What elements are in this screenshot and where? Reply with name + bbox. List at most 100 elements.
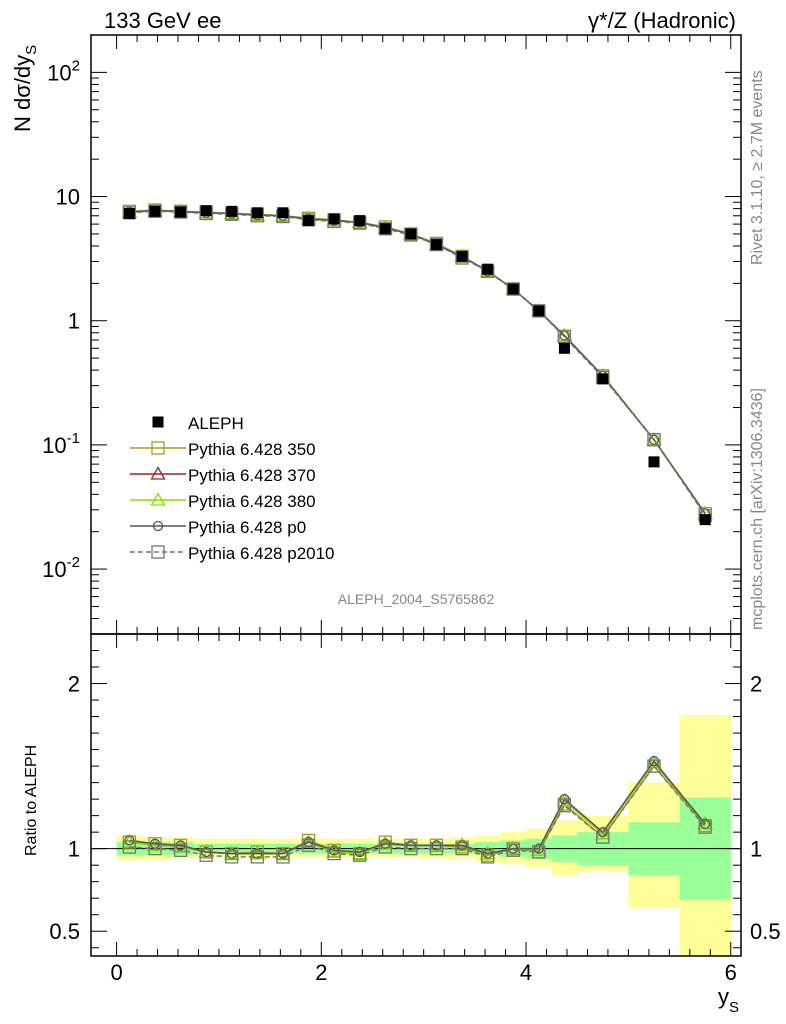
ratio-xlabel-sub: S — [729, 999, 739, 1016]
y-tick-base: 10 — [42, 433, 66, 458]
ratio-point-p0 — [354, 846, 365, 858]
ratio-point-p2010 — [250, 850, 264, 864]
main-data-point — [303, 215, 315, 227]
ratio-ylabel: Ratio to ALEPH — [23, 745, 40, 856]
ratio-point-p0 — [201, 846, 212, 858]
ratio-point-p2010 — [596, 830, 610, 844]
ratio-y-tick-label: 2 — [68, 672, 80, 697]
ratio-point-p380 — [595, 825, 611, 840]
ratio-point-p2010 — [148, 842, 162, 856]
ratio-y-tick-label-right: 0.5 — [750, 919, 781, 944]
mcplots-label: mcplots.cern.ch [arXiv:1306.3436] — [749, 388, 766, 630]
main-ylabel-text: N dσ/dy — [10, 55, 35, 132]
ratio-point-p0 — [277, 848, 289, 859]
main-ylabel: N dσ/dyS — [10, 45, 40, 132]
main-data-point — [456, 250, 468, 262]
ratio-point-p380 — [646, 754, 662, 769]
ratio-point-p2010 — [404, 842, 418, 856]
y-tick-label: 10-1 — [42, 430, 80, 458]
ratio-point-p0 — [456, 840, 468, 851]
ratio-xlabel-text: y — [718, 984, 729, 1009]
ratio-point-p0 — [482, 848, 493, 859]
y-tick-exponent: -1 — [67, 430, 80, 447]
main-data-point — [648, 456, 660, 468]
main-data-point — [123, 208, 135, 220]
ratio-point-p0 — [303, 836, 314, 848]
x-tick-label: 4 — [520, 960, 532, 985]
ratio-point-p2010 — [301, 838, 316, 853]
main-data-point — [430, 239, 442, 251]
ratio-point-p2010 — [506, 843, 520, 857]
ratio-point-p2010 — [455, 842, 469, 856]
ratio-point-p0 — [252, 848, 263, 859]
ratio-point-p2010 — [353, 848, 367, 862]
ratio-point-p0 — [648, 755, 660, 767]
ratio-point-p0 — [431, 840, 442, 851]
ratio-point-p380 — [352, 845, 368, 860]
x-tick-label: 2 — [315, 960, 327, 985]
legend-label-data: ALEPH — [188, 414, 244, 433]
x-tick-label: 6 — [725, 960, 737, 985]
rivet-label: Rivet 3.1.10, ≥ 2.7M events — [749, 70, 766, 265]
legend-label-p370: Pythia 6.428 370 — [188, 466, 316, 485]
y-tick-exponent: -2 — [67, 554, 80, 571]
ratio-point-p0 — [328, 845, 340, 856]
legend-label-p350: Pythia 6.428 350 — [188, 440, 316, 459]
main-data-point — [354, 215, 366, 227]
analysis-watermark: ALEPH_2004_S5765862 — [338, 591, 495, 607]
main-point-p2010 — [506, 282, 520, 296]
ratio-point-p2010 — [199, 848, 213, 862]
y-tick-base: 10 — [47, 60, 71, 85]
ratio-point-p2010 — [327, 846, 341, 861]
main-data-point — [405, 228, 417, 240]
main-data-point — [175, 206, 187, 218]
main-data-point — [200, 205, 212, 217]
ratio-xlabel: yS — [718, 984, 739, 1016]
main-point-p2010 — [429, 237, 444, 252]
ratio-y-tick-label-right: 2 — [750, 672, 762, 697]
ratio-point-p0 — [700, 818, 711, 830]
ratio-point-p0 — [226, 848, 237, 859]
legend-label-p2010: Pythia 6.428 p2010 — [188, 544, 335, 563]
legend-label-p380: Pythia 6.428 380 — [188, 492, 316, 511]
ratio-point-p2010 — [173, 843, 188, 857]
main-data-point — [226, 205, 238, 217]
legend-marker-p350 — [151, 441, 165, 455]
main-point-p0 — [648, 434, 660, 445]
ratio-point-p2010 — [429, 842, 444, 856]
ratio-point-p2010 — [276, 850, 290, 864]
ratio-point-p2010 — [378, 840, 392, 854]
main-point-p2010 — [378, 222, 392, 236]
legend-marker-data — [152, 416, 164, 428]
ratio-line-p0 — [129, 759, 706, 855]
ratio-line-p2010 — [129, 764, 706, 858]
ratio-point-p2010 — [557, 799, 572, 813]
ratio-point-p2010 — [698, 820, 712, 834]
ratio-y-tick-label-right: 1 — [750, 837, 762, 862]
ratio-point-p2010 — [122, 840, 137, 854]
y-tick-base: 10 — [42, 557, 66, 582]
main-data-point — [597, 373, 609, 385]
title-right-suffix: (Hadronic) — [633, 8, 736, 33]
main-data-point — [558, 342, 570, 354]
main-point-p2010 — [173, 205, 188, 219]
main-point-p2010 — [647, 433, 661, 447]
legend-marker-p370 — [150, 466, 166, 480]
main-data-point — [251, 207, 263, 219]
ratio-y-tick-label: 0.5 — [49, 919, 80, 944]
main-data-point — [149, 205, 161, 217]
y-tick-label: 1 — [68, 309, 80, 334]
main-point-p2010 — [532, 304, 546, 318]
ratio-frame — [90, 633, 742, 957]
legend: ALEPH Pythia 6.428 350 Pythia 6.428 370 Pyt… — [130, 414, 335, 563]
y-tick-label: 102 — [47, 57, 80, 85]
main-data-point — [699, 514, 711, 526]
y-tick-label: 10-2 — [42, 554, 80, 582]
x-tick-label: 0 — [110, 960, 122, 985]
y-tick-exponent: 2 — [72, 57, 80, 74]
title-left: 133 GeV ee — [104, 8, 221, 33]
ratio-point-p380 — [531, 842, 547, 856]
ratio-point-p2010 — [225, 850, 239, 864]
main-data-point — [379, 223, 391, 235]
